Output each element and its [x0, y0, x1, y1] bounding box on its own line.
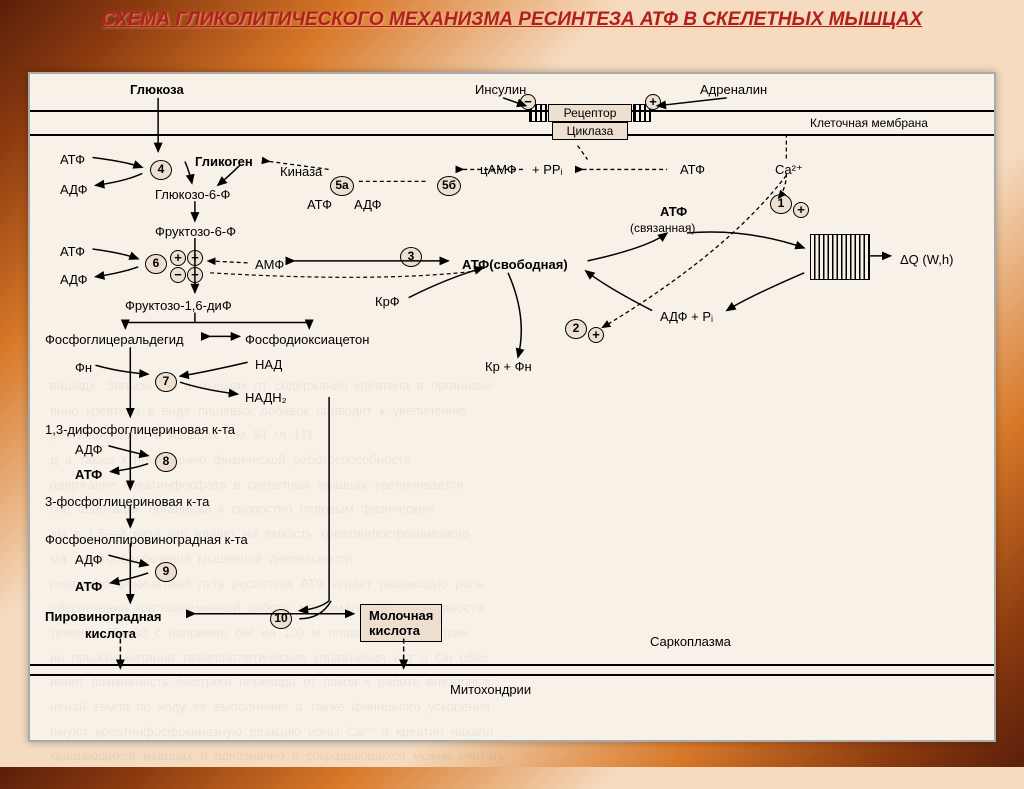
cyclase-box: Циклаза: [552, 122, 628, 140]
glycogen: Гликоген: [195, 154, 253, 169]
pyruvate-l2: кислота: [85, 626, 136, 641]
krp: КрФ: [375, 294, 400, 309]
pg3: 3-фосфоглицериновая к-та: [45, 494, 209, 509]
ca2: Ca²⁺: [775, 162, 803, 178]
title-container: СХЕМА ГЛИКОЛИТИЧЕСКОГО МЕХАНИЗМА РЕСИНТЕ…: [0, 0, 1024, 37]
step-9: 9: [155, 562, 177, 582]
atp-bound-sub: (связанная): [630, 221, 695, 235]
nad: НАД: [255, 357, 282, 372]
adp-3: АДФ: [75, 442, 103, 457]
pm-6a: +: [170, 250, 186, 266]
membrane-top: [30, 110, 994, 112]
step-5b: 5б: [437, 176, 461, 196]
pda: Фосфодиоксиацетон: [245, 332, 369, 347]
pi: Фн: [75, 360, 92, 375]
amp: АМФ: [255, 257, 284, 272]
atp-3: АТФ: [75, 467, 102, 482]
step-3: 3: [400, 247, 422, 267]
step-6: 6: [145, 254, 167, 274]
atp-free: АТФ(свободная): [462, 257, 568, 272]
pp-plus: + PPᵢ: [532, 162, 563, 177]
pm-2: +: [588, 327, 604, 343]
pyruvate-l1: Пировиноградная: [45, 609, 162, 624]
atp-1: АТФ: [60, 152, 85, 167]
mito-line2: [30, 674, 994, 676]
adp-pi: АДФ + Pᵢ: [660, 309, 713, 324]
label-cell-membrane: Клеточная мембрана: [810, 116, 928, 130]
atp-kinase: АТФ: [307, 197, 332, 212]
label-glucose: Глюкоза: [130, 82, 184, 97]
diagram-canvas: вашидх Запасы Kю в мышках от содержания …: [30, 74, 994, 740]
step-8: 8: [155, 452, 177, 472]
adp-2: АДФ: [60, 272, 88, 287]
pm-6c: −: [170, 267, 186, 283]
pep: Фосфоенолпировиноградная к-та: [45, 532, 248, 547]
label-adrenalin: Адреналин: [700, 82, 767, 97]
step-1: 1: [770, 194, 792, 214]
nadh2: НАДН₂: [245, 390, 287, 405]
pm-6b: +: [187, 250, 203, 266]
page-title: СХЕМА ГЛИКОЛИТИЧЕСКОГО МЕХАНИЗМА РЕСИНТЕ…: [40, 8, 984, 33]
camp: цАМФ: [480, 162, 517, 177]
f16bp: Фруктозо-1,6-диФ: [125, 298, 232, 313]
step-2: 2: [565, 319, 587, 339]
f6p: Фруктозо-6-Ф: [155, 224, 236, 239]
dq: ΔQ (W,h): [900, 252, 953, 267]
mitochondria: Митохондрии: [450, 682, 531, 697]
bpg13: 1,3-дифосфоглицериновая к-та: [45, 422, 235, 437]
pm-insulin: −: [520, 94, 536, 110]
atp-2: АТФ: [60, 244, 85, 259]
g6p: Глюкозо-6-Ф: [155, 187, 230, 202]
adp-4: АДФ: [75, 552, 103, 567]
label-insulin: Инсулин: [475, 82, 526, 97]
diagram-frame: вашидх Запасы Kю в мышках от содержания …: [28, 72, 996, 742]
kr-pi: Кр + Фн: [485, 359, 532, 374]
lactate-l1: Молочнаякислота: [360, 604, 442, 642]
muscle-fiber: [810, 234, 870, 280]
step-10: 10: [270, 609, 292, 629]
atp-4: АТФ: [75, 579, 102, 594]
adp-kinase: АДФ: [354, 197, 382, 212]
mito-line1: [30, 664, 994, 666]
atp-bound-l: АТФ: [660, 204, 687, 219]
step-5a: 5а: [330, 176, 354, 196]
step-4: 4: [150, 160, 172, 180]
kinase: Киназа: [280, 164, 322, 179]
pga: Фосфоглицеральдегид: [45, 332, 184, 347]
sarcoplasm: Саркоплазма: [650, 634, 731, 649]
receptor-box: Рецептор: [548, 104, 632, 122]
atp-cyclase: АТФ: [680, 162, 705, 177]
pm-adrenalin: +: [645, 94, 661, 110]
adp-1: АДФ: [60, 182, 88, 197]
membrane-bottom: [30, 134, 994, 136]
pm-1: +: [793, 202, 809, 218]
step-7: 7: [155, 372, 177, 392]
pm-6d: −: [187, 267, 203, 283]
